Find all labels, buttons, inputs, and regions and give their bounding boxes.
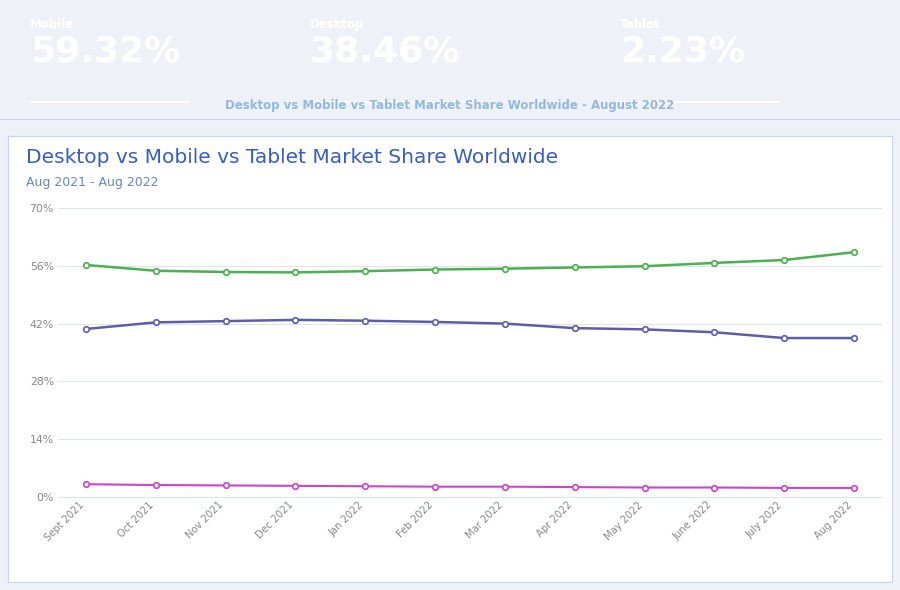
Text: Tablet: Tablet (620, 18, 661, 31)
Text: Mobile: Mobile (30, 18, 74, 31)
Text: Edit Chart Data: Edit Chart Data (778, 158, 868, 168)
Text: Desktop vs Mobile vs Tablet Market Share Worldwide: Desktop vs Mobile vs Tablet Market Share… (26, 148, 558, 167)
Text: 2.23%: 2.23% (620, 34, 745, 68)
Text: 38.46%: 38.46% (310, 34, 460, 68)
Text: Desktop: Desktop (310, 18, 364, 31)
Text: Aug 2021 - Aug 2022: Aug 2021 - Aug 2022 (26, 176, 158, 189)
Text: 59.32%: 59.32% (30, 34, 180, 68)
Text: Desktop vs Mobile vs Tablet Market Share Worldwide - August 2022: Desktop vs Mobile vs Tablet Market Share… (225, 99, 675, 112)
